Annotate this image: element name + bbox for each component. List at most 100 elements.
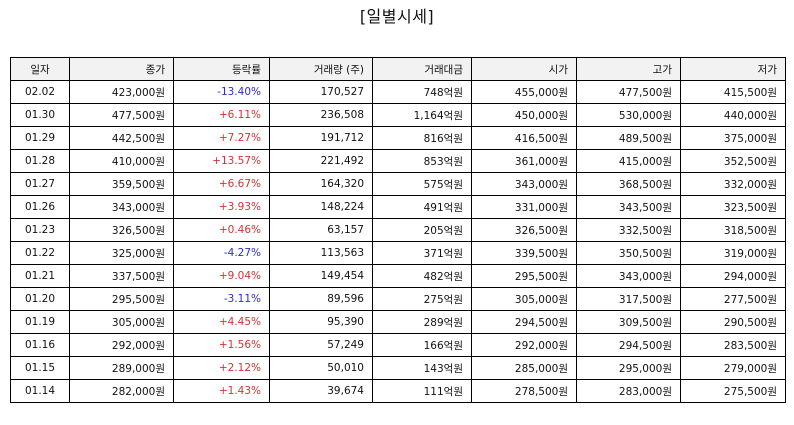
cell-high: 368,500원 [576,172,681,196]
table-row: 01.14 282,000원 +1.43% 39,674 111억원 278,500원 28… [10,379,786,403]
cell-change-rate: -4.27% [173,241,270,265]
cell-close: 442,500원 [69,126,174,150]
cell-low: 283,500원 [680,333,786,357]
cell-date: 01.15 [10,356,70,380]
cell-low: 318,500원 [680,218,786,242]
cell-volume: 50,010 [269,356,373,380]
header-date: 일자 [10,57,70,81]
cell-change-rate: +4.45% [173,310,270,334]
cell-high: 317,500원 [576,287,681,311]
header-low: 저가 [680,57,786,81]
cell-change-rate: +1.43% [173,379,270,403]
table-row: 01.23 326,500원 +0.46% 63,157 205억원 326,500원 33… [10,218,786,242]
cell-trade-value: 853억원 [372,149,472,173]
cell-low: 319,000원 [680,241,786,265]
cell-trade-value: 166억원 [372,333,472,357]
cell-close: 359,500원 [69,172,174,196]
cell-open: 331,000원 [471,195,577,219]
cell-date: 01.23 [10,218,70,242]
cell-close: 343,000원 [69,195,174,219]
cell-trade-value: 143억원 [372,356,472,380]
table-row: 01.26 343,000원 +3.93% 148,224 491억원 331,000원 3… [10,195,786,219]
header-close: 종가 [69,57,174,81]
cell-volume: 191,712 [269,126,373,150]
cell-volume: 63,157 [269,218,373,242]
cell-open: 339,500원 [471,241,577,265]
cell-change-rate: +0.46% [173,218,270,242]
cell-date: 01.20 [10,287,70,311]
table-row: 01.16 292,000원 +1.56% 57,249 166억원 292,000원 29… [10,333,786,357]
cell-date: 01.21 [10,264,70,288]
cell-volume: 148,224 [269,195,373,219]
cell-high: 294,500원 [576,333,681,357]
header-open: 시가 [471,57,577,81]
cell-open: 455,000원 [471,80,577,104]
cell-close: 282,000원 [69,379,174,403]
cell-change-rate: +9.04% [173,264,270,288]
cell-low: 352,500원 [680,149,786,173]
cell-volume: 149,454 [269,264,373,288]
cell-open: 343,000원 [471,172,577,196]
cell-close: 295,500원 [69,287,174,311]
cell-volume: 39,674 [269,379,373,403]
table-row: 01.19 305,000원 +4.45% 95,390 289억원 294,500원 30… [10,310,786,334]
cell-close: 337,500원 [69,264,174,288]
cell-close: 423,000원 [69,80,174,104]
cell-open: 326,500원 [471,218,577,242]
table-row: 01.30 477,500원 +6.11% 236,508 1,164억원 450,000… [10,103,786,127]
cell-date: 01.27 [10,172,70,196]
table-row: 01.15 289,000원 +2.12% 50,010 143억원 285,000원 29… [10,356,786,380]
header-volume: 거래량 (주) [269,57,373,81]
cell-open: 295,500원 [471,264,577,288]
cell-date: 01.29 [10,126,70,150]
cell-trade-value: 816억원 [372,126,472,150]
cell-close: 326,500원 [69,218,174,242]
table-row: 01.22 325,000원 -4.27% 113,563 371억원 339,500원 3… [10,241,786,265]
cell-volume: 113,563 [269,241,373,265]
cell-date: 02.02 [10,80,70,104]
cell-close: 292,000원 [69,333,174,357]
cell-open: 450,000원 [471,103,577,127]
cell-volume: 95,390 [269,310,373,334]
cell-close: 305,000원 [69,310,174,334]
table-row: 01.28 410,000원 +13.57% 221,492 853억원 361,000원… [10,149,786,173]
cell-high: 283,000원 [576,379,681,403]
cell-change-rate: -13.40% [173,80,270,104]
cell-open: 416,500원 [471,126,577,150]
cell-trade-value: 1,164억원 [372,103,472,127]
cell-trade-value: 748억원 [372,80,472,104]
cell-trade-value: 575억원 [372,172,472,196]
cell-low: 440,000원 [680,103,786,127]
cell-trade-value: 275억원 [372,287,472,311]
cell-open: 278,500원 [471,379,577,403]
cell-low: 323,500원 [680,195,786,219]
daily-price-table: 일자 종가 등락률 거래량 (주) 거래대금 시가 고가 저가 02.02 423… [10,57,786,403]
cell-high: 489,500원 [576,126,681,150]
cell-change-rate: +13.57% [173,149,270,173]
cell-close: 325,000원 [69,241,174,265]
cell-close: 477,500원 [69,103,174,127]
cell-volume: 170,527 [269,80,373,104]
cell-high: 477,500원 [576,80,681,104]
cell-low: 332,000원 [680,172,786,196]
cell-volume: 164,320 [269,172,373,196]
cell-high: 343,000원 [576,264,681,288]
cell-trade-value: 111억원 [372,379,472,403]
cell-open: 292,000원 [471,333,577,357]
cell-low: 277,500원 [680,287,786,311]
cell-volume: 57,249 [269,333,373,357]
cell-change-rate: +6.67% [173,172,270,196]
cell-open: 285,000원 [471,356,577,380]
cell-volume: 89,596 [269,287,373,311]
header-high: 고가 [576,57,681,81]
cell-high: 415,000원 [576,149,681,173]
table-header-row: 일자 종가 등락률 거래량 (주) 거래대금 시가 고가 저가 [10,57,786,81]
cell-trade-value: 289억원 [372,310,472,334]
cell-high: 530,000원 [576,103,681,127]
cell-date: 01.16 [10,333,70,357]
cell-change-rate: +2.12% [173,356,270,380]
cell-date: 01.19 [10,310,70,334]
cell-low: 279,000원 [680,356,786,380]
cell-trade-value: 482억원 [372,264,472,288]
header-change-rate: 등락률 [173,57,270,81]
